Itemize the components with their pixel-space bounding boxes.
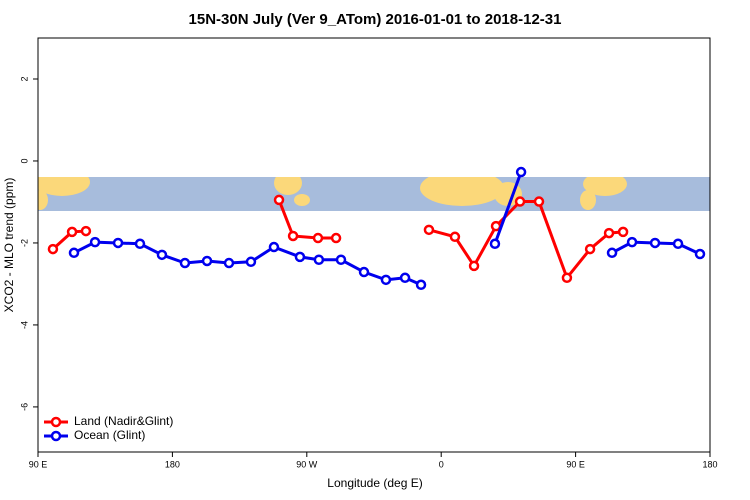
data-point bbox=[672, 238, 684, 250]
legend-marker bbox=[50, 416, 62, 428]
data-point bbox=[112, 237, 124, 249]
x-tick-label: 0 bbox=[439, 459, 444, 469]
data-point bbox=[335, 254, 347, 266]
legend-label: Land (Nadir&Glint) bbox=[74, 414, 173, 428]
x-tick-label: 90 E bbox=[29, 459, 48, 469]
data-point bbox=[649, 237, 661, 249]
data-point bbox=[694, 248, 706, 260]
data-point bbox=[415, 279, 427, 291]
data-point bbox=[68, 247, 80, 259]
x-tick-label: 180 bbox=[702, 459, 717, 469]
data-point bbox=[489, 238, 501, 250]
data-point bbox=[201, 255, 213, 267]
data-point bbox=[380, 274, 392, 286]
chart-title: 15N-30N July (Ver 9_ATom) 2016-01-01 to … bbox=[189, 11, 562, 28]
data-point bbox=[603, 227, 615, 239]
data-point bbox=[245, 256, 257, 268]
x-tick-label: 180 bbox=[165, 459, 180, 469]
data-point bbox=[515, 166, 527, 178]
data-point bbox=[287, 230, 299, 242]
data-point bbox=[468, 260, 480, 272]
data-point bbox=[268, 241, 280, 253]
data-point bbox=[617, 226, 629, 238]
series-line bbox=[277, 199, 337, 240]
y-tick-label: 0 bbox=[19, 158, 29, 163]
data-point bbox=[223, 257, 235, 269]
data-point bbox=[312, 232, 324, 244]
data-point bbox=[134, 238, 146, 250]
data-point bbox=[423, 224, 435, 236]
data-point bbox=[294, 251, 306, 263]
data-point bbox=[449, 231, 461, 243]
y-tick-label: -6 bbox=[19, 403, 29, 411]
data-point bbox=[626, 236, 638, 248]
data-point bbox=[156, 249, 168, 261]
y-tick-label: 2 bbox=[19, 76, 29, 81]
data-point bbox=[179, 257, 191, 269]
series-line bbox=[493, 171, 523, 245]
data-point bbox=[514, 196, 526, 207]
legend-marker bbox=[50, 430, 62, 442]
series-line bbox=[428, 200, 624, 281]
data-point bbox=[358, 266, 370, 278]
data-point bbox=[533, 196, 545, 207]
map-band bbox=[38, 177, 710, 211]
x-axis-label: Longitude (deg E) bbox=[327, 476, 422, 490]
plot-frame bbox=[37, 37, 711, 453]
data-point bbox=[399, 272, 411, 284]
data-point bbox=[89, 236, 101, 248]
y-tick-label: -4 bbox=[19, 321, 29, 329]
data-point bbox=[561, 272, 573, 284]
data-point bbox=[47, 243, 59, 255]
legend-label: Ocean (Glint) bbox=[74, 428, 145, 442]
data-point bbox=[606, 247, 618, 259]
data-point bbox=[330, 232, 342, 244]
x-tick-label: 90 E bbox=[566, 459, 585, 469]
y-tick-label: -2 bbox=[19, 239, 29, 247]
data-point bbox=[80, 225, 92, 237]
data-point bbox=[273, 194, 285, 206]
data-point bbox=[66, 226, 78, 238]
y-axis-label: XCO2 - MLO trend (ppm) bbox=[2, 178, 16, 313]
data-point bbox=[313, 254, 325, 266]
data-point bbox=[584, 243, 596, 255]
x-tick-label: 90 W bbox=[296, 459, 318, 469]
